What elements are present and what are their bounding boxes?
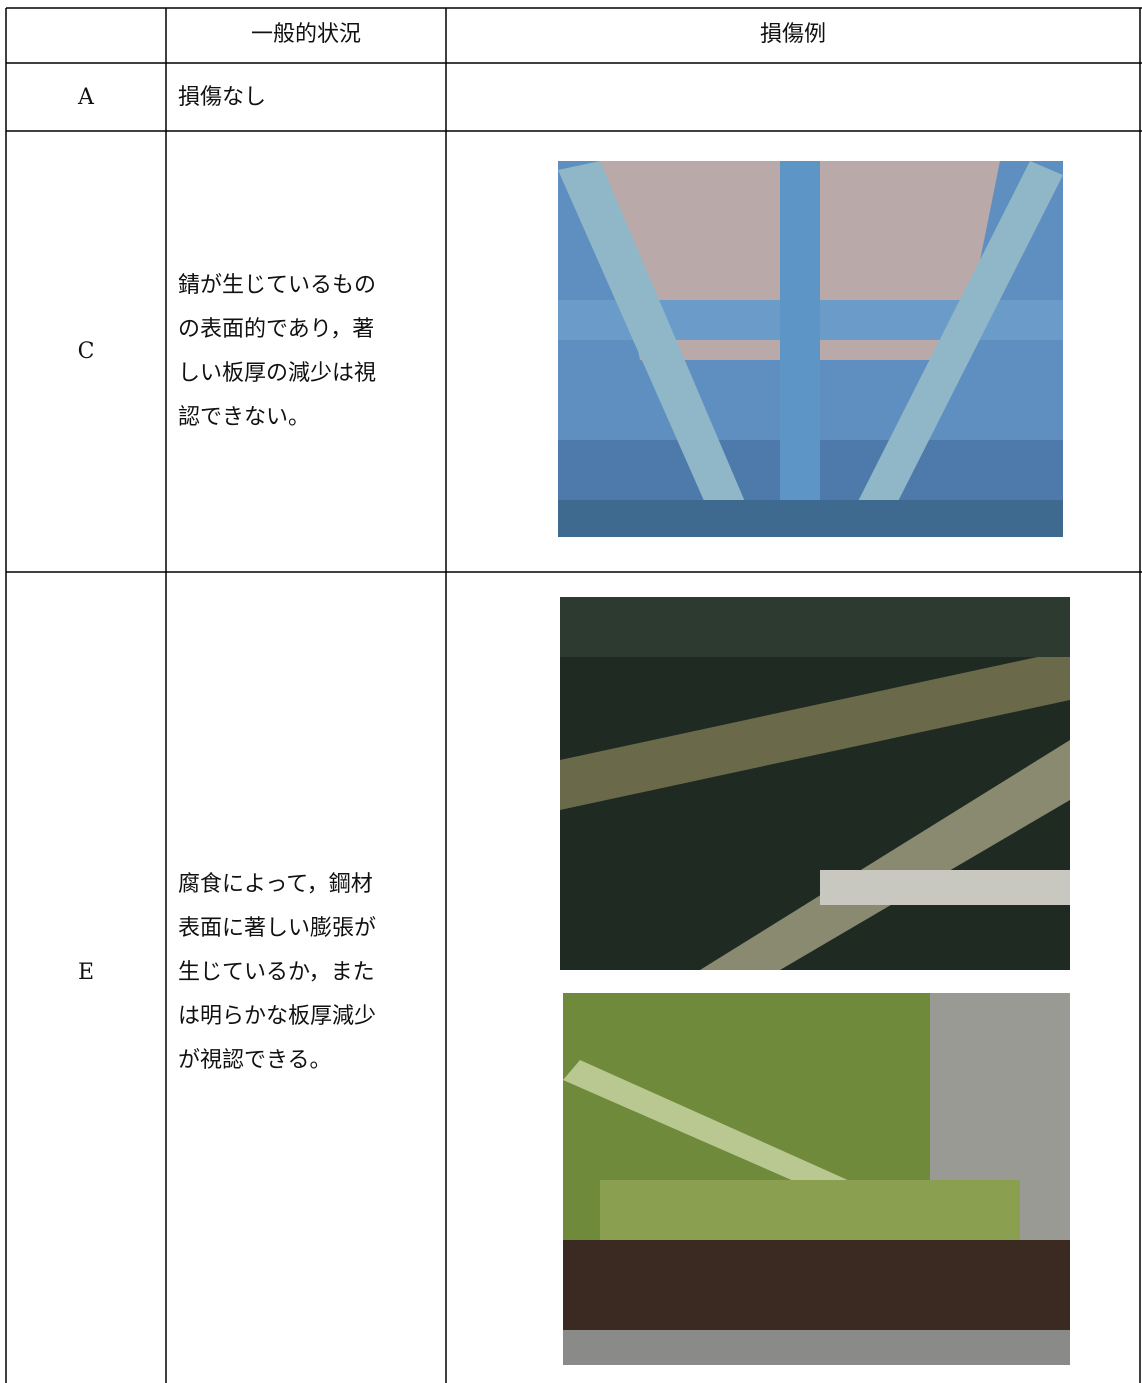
description-line: が視認できる。 bbox=[178, 1048, 332, 1073]
photo bbox=[558, 161, 1063, 537]
photo bbox=[560, 597, 1070, 970]
photo bbox=[563, 993, 1070, 1365]
description-line: 生じているか，また bbox=[178, 960, 375, 985]
header-cell: 一般的状況 bbox=[251, 22, 361, 47]
grade-cell: C bbox=[78, 339, 95, 364]
table-borders bbox=[5, 7, 1142, 1383]
description-line: しい板厚の減少は視 bbox=[178, 361, 376, 386]
description-line: の表面的であり，著 bbox=[178, 317, 374, 342]
description-line: 錆が生じているもの bbox=[178, 273, 376, 298]
description-line: は明らかな板厚減少 bbox=[178, 1004, 376, 1029]
header-cell: 損傷例 bbox=[760, 22, 826, 47]
grade-cell: E bbox=[78, 960, 94, 985]
description-line: 表面に著しい膨張が bbox=[178, 916, 376, 941]
description-line: 腐食によって，鋼材 bbox=[178, 872, 373, 897]
description-line: 認できない。 bbox=[178, 405, 310, 430]
grade-cell: A bbox=[77, 85, 95, 110]
description-line: 損傷なし bbox=[178, 85, 266, 110]
